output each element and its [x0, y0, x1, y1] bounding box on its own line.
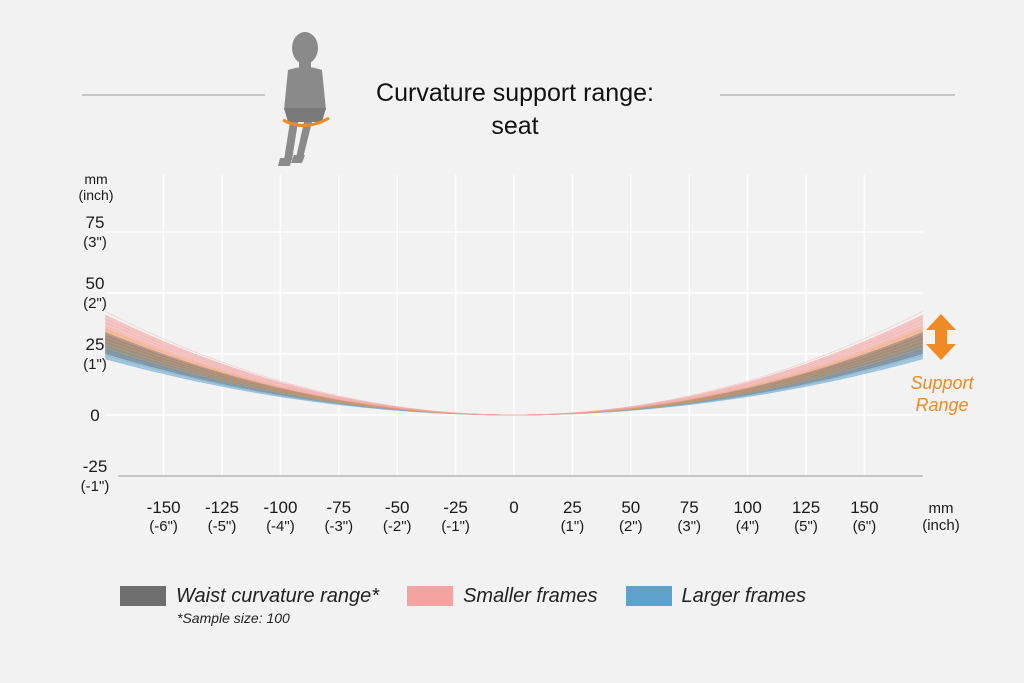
- legend-label-larger: Larger frames: [681, 584, 807, 607]
- x-tick-label: -50: [385, 498, 410, 517]
- x-tick-label: 100: [733, 498, 761, 517]
- y-tick-sublabel: (1"): [83, 356, 107, 373]
- y-tick-label: 50: [86, 274, 105, 293]
- support-label-line2: Range: [915, 395, 969, 415]
- sample-curve-line: [105, 321, 923, 416]
- x-tick-sublabel: (-2"): [383, 518, 412, 535]
- double-arrow-vertical-icon: [926, 314, 956, 360]
- sample-curve-line: [105, 336, 923, 416]
- legend-item-larger: Larger frames: [625, 584, 807, 608]
- curve-bands: [105, 310, 923, 416]
- sample-curve-line: [105, 318, 923, 416]
- x-tick-label: 50: [621, 498, 640, 517]
- x-tick-sublabel: (2"): [619, 518, 643, 535]
- chart-title-line2: seat: [491, 112, 539, 140]
- x-tick-label: -25: [443, 498, 468, 517]
- x-axis-unit-sub: (inch): [922, 517, 960, 534]
- legend-item-smaller: Smaller frames: [407, 584, 598, 608]
- legend-label-waist: Waist curvature range*: [176, 584, 380, 607]
- x-tick-label: -75: [327, 498, 352, 517]
- legend-note: *Sample size: 100: [177, 610, 290, 626]
- sample-curve-line: [105, 358, 923, 416]
- x-tick-sublabel: (-3"): [324, 518, 353, 535]
- sample-curve-line: [105, 332, 923, 416]
- x-tick-label: 75: [680, 498, 699, 517]
- y-tick-sublabel: (2"): [83, 295, 107, 312]
- x-axis-unit: mm: [929, 500, 954, 517]
- legend: Waist curvature range* Smaller frames La…: [120, 584, 834, 608]
- sample-curve-line: [105, 351, 923, 416]
- x-tick-sublabel: (-4"): [266, 518, 295, 535]
- smaller-frames-band: [105, 314, 923, 415]
- legend-label-smaller: Smaller frames: [463, 584, 598, 607]
- orange-overlap-band: [105, 327, 923, 415]
- x-tick-sublabel: (1"): [561, 518, 585, 535]
- sample-curve-line: [105, 354, 923, 416]
- x-tick-sublabel: (3"): [677, 518, 701, 535]
- y-tick-label: 75: [86, 213, 105, 232]
- y-tick-label: 0: [90, 406, 99, 425]
- support-range-label: Support Range: [892, 372, 992, 416]
- sample-curve-line: [105, 325, 923, 416]
- legend-swatch-larger: [625, 586, 672, 606]
- support-label-line1: Support: [910, 373, 974, 393]
- sample-curve-line: [105, 347, 923, 416]
- y-axis-unit: mm: [84, 171, 107, 187]
- x-tick-label: -100: [263, 498, 297, 517]
- y-tick-sublabel: (3"): [83, 234, 107, 251]
- legend-swatch-smaller: [407, 586, 454, 606]
- sample-curve-line: [105, 343, 923, 416]
- chart-title-line1: Curvature support range:: [376, 79, 654, 107]
- waist-curvature-band: [105, 332, 923, 415]
- x-tick-label: -125: [205, 498, 239, 517]
- y-tick-label: -25: [83, 457, 108, 476]
- y-axis-unit-sub: (inch): [78, 187, 113, 203]
- x-tick-label: 0: [509, 498, 518, 517]
- sample-curve-line: [105, 340, 923, 416]
- legend-item-waist: Waist curvature range*: [120, 585, 379, 608]
- x-axis-ticks: -150(-6")-125(-5")-100(-4")-75(-3")-50(-…: [147, 498, 960, 535]
- y-tick-label: 25: [86, 335, 105, 354]
- x-tick-label: -150: [147, 498, 181, 517]
- x-tick-sublabel: (6"): [853, 518, 877, 535]
- x-tick-sublabel: (-1"): [441, 518, 470, 535]
- sample-curve-line: [105, 329, 923, 416]
- y-axis-ticks: mm(inch) 75 (3") 50 (2") 25 (1") 0 -25 (-1"): [78, 171, 113, 495]
- x-tick-label: 25: [563, 498, 582, 517]
- seated-woman-icon: [278, 32, 330, 166]
- x-tick-sublabel: (5"): [794, 518, 818, 535]
- x-tick-label: 125: [792, 498, 820, 517]
- grid-lines: [105, 175, 923, 477]
- x-tick-sublabel: (-6"): [149, 518, 178, 535]
- sample-curve-line: [105, 310, 923, 416]
- x-tick-sublabel: (-5"): [208, 518, 237, 535]
- y-tick-sublabel: (-1"): [81, 478, 110, 495]
- x-tick-label: 150: [850, 498, 878, 517]
- x-tick-sublabel: (4"): [736, 518, 760, 535]
- legend-swatch-waist: [120, 586, 166, 606]
- sample-curve-line: [105, 314, 923, 416]
